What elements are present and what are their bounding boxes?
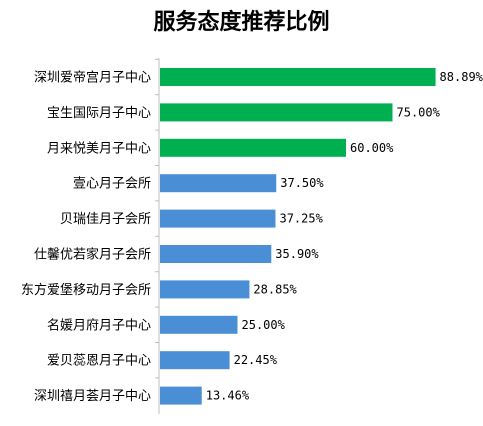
data-label: 13.46% [206, 389, 250, 403]
data-label: 35.90% [275, 247, 319, 261]
category-label: 贝瑞佳月子会所 [60, 212, 151, 227]
category-label: 东方爱堡移动月子会所 [21, 282, 151, 298]
data-label: 75.00% [397, 105, 441, 119]
data-label: 37.25% [279, 212, 323, 226]
category-label: 壹心月子会所 [73, 177, 151, 192]
bar [160, 245, 272, 263]
category-label: 爱贝蕊恩月子中心 [47, 354, 151, 369]
bar [160, 138, 346, 157]
bar [160, 68, 436, 86]
category-label: 深圳爱帝宫月子中心 [34, 70, 151, 86]
category-label: 深圳禧月荟月子中心 [34, 389, 151, 404]
chart-title: 服务态度推荐比例 [153, 10, 330, 35]
data-label: 60.00% [350, 141, 394, 155]
category-label: 仕馨优若家月子会所 [34, 247, 151, 263]
bar [160, 386, 202, 405]
bar [160, 103, 393, 122]
data-label: 88.89% [440, 70, 483, 84]
data-label: 37.50% [280, 176, 324, 190]
category-label: 宝生国际月子中心 [47, 106, 151, 121]
bar [160, 351, 230, 370]
data-label: 25.00% [242, 318, 286, 332]
data-label: 28.85% [253, 282, 297, 296]
data-label: 22.45% [234, 353, 278, 367]
bar [160, 280, 250, 299]
bar [160, 315, 238, 334]
category-label: 月来悦美月子中心 [47, 141, 151, 156]
category-label: 名媛月府月子中心 [47, 317, 151, 333]
bar [160, 209, 276, 228]
bar [160, 174, 277, 193]
